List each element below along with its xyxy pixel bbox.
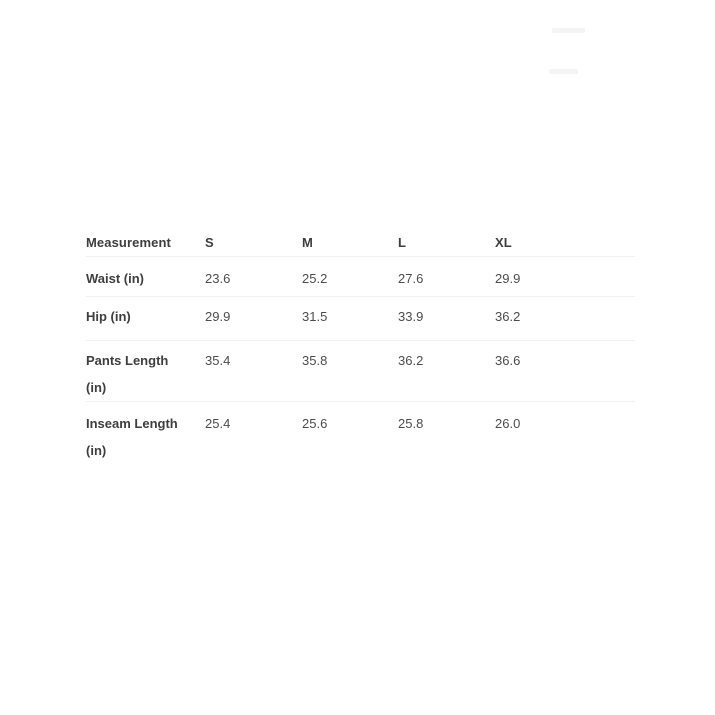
table-row-hip: Hip (in) 29.9 31.5 33.9 36.2 [86, 297, 635, 341]
header-cell-size-m: M [302, 235, 313, 250]
row-label-text: Inseam Length (in) [86, 416, 178, 458]
row-label-text: Pants Length (in) [86, 353, 169, 395]
value-hip-xl: 36.2 [495, 309, 521, 324]
row-label-inseam-length: Inseam Length (in) [86, 410, 205, 464]
value-waist-s: 23.6 [205, 271, 231, 286]
row-label-text: Waist (in) [86, 271, 145, 286]
row-label-waist: Waist (in) [86, 265, 205, 292]
value-waist-xl: 29.9 [495, 271, 521, 286]
table-row-pants-length: Pants Length (in) 35.4 35.8 36.2 36.6 [86, 341, 635, 402]
faded-artifact-bar-top [552, 28, 585, 33]
value-inseam-length-xl: 26.0 [495, 416, 521, 431]
table-row-waist: Waist (in) 23.6 25.2 27.6 29.9 [86, 257, 635, 297]
row-label-text: Hip (in) [86, 309, 131, 324]
value-hip-s: 29.9 [205, 309, 231, 324]
value-waist-m: 25.2 [302, 271, 328, 286]
header-cell-size-xl: XL [495, 235, 512, 250]
value-hip-m: 31.5 [302, 309, 328, 324]
header-cell-size-l: L [398, 235, 407, 250]
value-inseam-length-m: 25.6 [302, 416, 328, 431]
table-header-row: Measurement S M L XL [86, 230, 635, 257]
row-label-pants-length: Pants Length (in) [86, 347, 205, 401]
header-cell-measurement: Measurement [86, 235, 171, 250]
value-inseam-length-l: 25.8 [398, 416, 424, 431]
faded-artifact-bar-bottom [549, 69, 578, 74]
row-label-hip: Hip (in) [86, 303, 205, 330]
value-pants-length-s: 35.4 [205, 353, 231, 368]
value-pants-length-l: 36.2 [398, 353, 424, 368]
size-chart-table: Measurement S M L XL Waist (in) 23.6 25.… [86, 230, 635, 470]
value-waist-l: 27.6 [398, 271, 424, 286]
value-pants-length-xl: 36.6 [495, 353, 521, 368]
value-pants-length-m: 35.8 [302, 353, 328, 368]
value-inseam-length-s: 25.4 [205, 416, 231, 431]
header-cell-size-s: S [205, 235, 214, 250]
value-hip-l: 33.9 [398, 309, 424, 324]
table-row-inseam-length: Inseam Length (in) 25.4 25.6 25.8 26.0 [86, 402, 635, 470]
